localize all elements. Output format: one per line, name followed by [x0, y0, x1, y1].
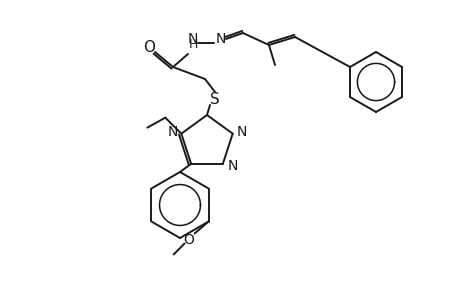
Text: N: N — [236, 125, 246, 139]
Text: H: H — [188, 38, 197, 50]
Text: N: N — [167, 125, 177, 139]
Text: O: O — [183, 232, 194, 247]
Text: S: S — [210, 92, 219, 106]
Text: N: N — [227, 159, 238, 173]
Text: O: O — [143, 40, 155, 55]
Text: N: N — [215, 32, 226, 46]
Text: N: N — [187, 32, 198, 46]
